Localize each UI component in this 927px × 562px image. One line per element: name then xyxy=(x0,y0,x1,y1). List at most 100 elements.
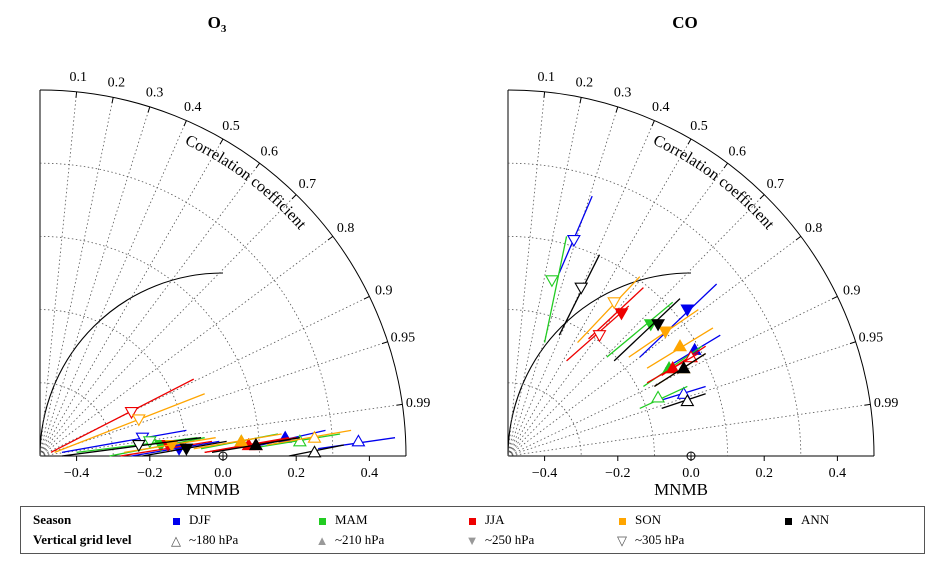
point-range-line xyxy=(577,276,641,343)
data-point-son xyxy=(607,297,622,310)
open-up-triangle-icon: △ xyxy=(171,533,181,549)
point-range-line xyxy=(54,393,205,453)
legend-item-305: ▽ ~305 hPa xyxy=(615,530,684,551)
correlation-ray xyxy=(507,296,838,457)
grid-arc xyxy=(507,236,728,457)
data-point-son xyxy=(673,339,687,352)
legend-item-djf: DJF xyxy=(169,510,211,531)
correlation-tick-label: 0.8 xyxy=(805,221,823,236)
x-axis-label: MNMB xyxy=(654,480,708,499)
point-range-line xyxy=(50,378,195,453)
legend-item-son: SON xyxy=(615,510,661,531)
correlation-tick-label: 0.3 xyxy=(146,86,164,101)
data-point-jja xyxy=(665,361,680,374)
correlation-tick xyxy=(795,235,802,241)
legend-label-ann: ANN xyxy=(801,512,830,527)
data-point-djf xyxy=(680,304,695,317)
legend-label-mam: MAM xyxy=(335,512,368,527)
correlation-tick xyxy=(723,162,728,169)
ann-swatch xyxy=(784,518,792,526)
correlation-ray xyxy=(39,106,151,457)
correlation-tick-label: 0.2 xyxy=(576,76,594,91)
arc-label-text: Correlation coefficient xyxy=(651,132,778,233)
correlation-ray xyxy=(39,91,77,457)
data-point-ann xyxy=(307,445,322,458)
outer-arc xyxy=(507,89,875,457)
data-point-jja xyxy=(592,330,607,343)
arc-label: Correlation coefficient xyxy=(183,132,310,233)
correlation-tick-label: 0.9 xyxy=(375,283,393,298)
data-point-son xyxy=(131,414,146,427)
correlation-tick-label: 0.1 xyxy=(69,70,87,85)
correlation-tick-label: 0.99 xyxy=(406,396,431,411)
data-point-ann xyxy=(248,437,263,451)
legend-level-heading: Vertical grid level xyxy=(33,532,132,547)
data-point-mam xyxy=(651,390,666,403)
correlation-ray xyxy=(39,97,114,457)
correlation-ray xyxy=(507,194,765,457)
legend-season-heading: Season xyxy=(33,512,72,527)
son-swatch xyxy=(618,518,626,526)
legend-season-row: Season DJF MAM JJA SON ANN xyxy=(21,510,924,530)
point-range-line xyxy=(266,429,352,446)
panel-title: CO xyxy=(672,13,698,32)
correlation-ray xyxy=(507,106,619,457)
legend-label-305: ~305 hPa xyxy=(635,532,685,547)
correlation-tick xyxy=(687,138,692,145)
x-tick-label: 0.2 xyxy=(287,466,305,481)
arc-label-path xyxy=(158,133,338,284)
co-panel: 0.1 0.2 0.3 0.4 0.5 0.6 0.7 0.8 0.9 0.95 0.99 Corre… xyxy=(507,13,899,499)
panel-title: O3 xyxy=(208,13,227,35)
correlation-tick xyxy=(75,91,78,98)
legend-label-250: ~250 hPa xyxy=(485,532,535,547)
correlation-tick-label: 0.8 xyxy=(337,221,355,236)
correlation-tick xyxy=(183,120,187,127)
arc-label-text: Correlation coefficient xyxy=(183,132,310,233)
data-point-mam xyxy=(142,436,157,449)
point-range-line xyxy=(558,195,593,274)
grid-arc xyxy=(39,162,334,457)
correlation-tick xyxy=(864,403,871,406)
legend-label-180: ~180 hPa xyxy=(189,532,239,547)
correlation-tick-label: 0.2 xyxy=(108,76,126,91)
x-tick-label: 0.2 xyxy=(755,466,773,481)
filled-up-triangle-icon: ▲ xyxy=(315,533,329,549)
correlation-tick xyxy=(615,106,619,113)
point-range-line xyxy=(61,437,202,457)
data-point-ann xyxy=(179,443,194,456)
correlation-tick xyxy=(651,120,655,127)
correlation-tick-label: 0.7 xyxy=(299,177,317,192)
data-point-jja xyxy=(124,407,139,420)
grid-arc xyxy=(39,236,260,457)
point-range-line xyxy=(61,429,187,453)
open-down-triangle-icon: ▽ xyxy=(617,533,627,549)
correlation-tick xyxy=(759,194,765,200)
legend-label-jja: JJA xyxy=(485,512,505,527)
correlation-tick-label: 0.3 xyxy=(614,86,632,101)
legend-item-180: △ ~180 hPa xyxy=(169,530,238,551)
reference-arc xyxy=(39,272,224,457)
correlation-tick-label: 0.99 xyxy=(874,396,899,411)
outer-arc xyxy=(39,89,407,457)
legend-level-row: Vertical grid level △ ~180 hPa ▲ ~210 hPa … xyxy=(21,530,924,550)
correlation-tick-label: 0.95 xyxy=(859,331,884,346)
point-range-line xyxy=(558,254,601,336)
correlation-ray xyxy=(507,120,655,457)
o3-panel: 0.1 0.2 0.3 0.4 0.5 0.6 0.7 0.8 0.9 0.95 0.99 Corre… xyxy=(39,13,431,499)
correlation-ray xyxy=(507,138,692,457)
correlation-tick xyxy=(579,97,582,104)
data-point-djf xyxy=(566,235,581,248)
x-tick-label: −0.4 xyxy=(532,466,557,481)
legend-item-ann: ANN xyxy=(781,510,829,531)
correlation-ray xyxy=(507,97,582,457)
correlation-tick xyxy=(111,97,114,104)
correlation-tick-label: 0.9 xyxy=(843,283,861,298)
correlation-tick-label: 0.6 xyxy=(728,144,746,159)
correlation-tick-label: 0.7 xyxy=(767,177,785,192)
x-tick-label: −0.2 xyxy=(137,466,162,481)
correlation-ray xyxy=(39,236,334,457)
data-point-ann xyxy=(574,282,589,295)
legend: Season DJF MAM JJA SON ANN Vertical grid… xyxy=(20,506,925,554)
x-tick-label: 0.0 xyxy=(682,466,700,481)
x-tick-label: 0.4 xyxy=(829,466,847,481)
